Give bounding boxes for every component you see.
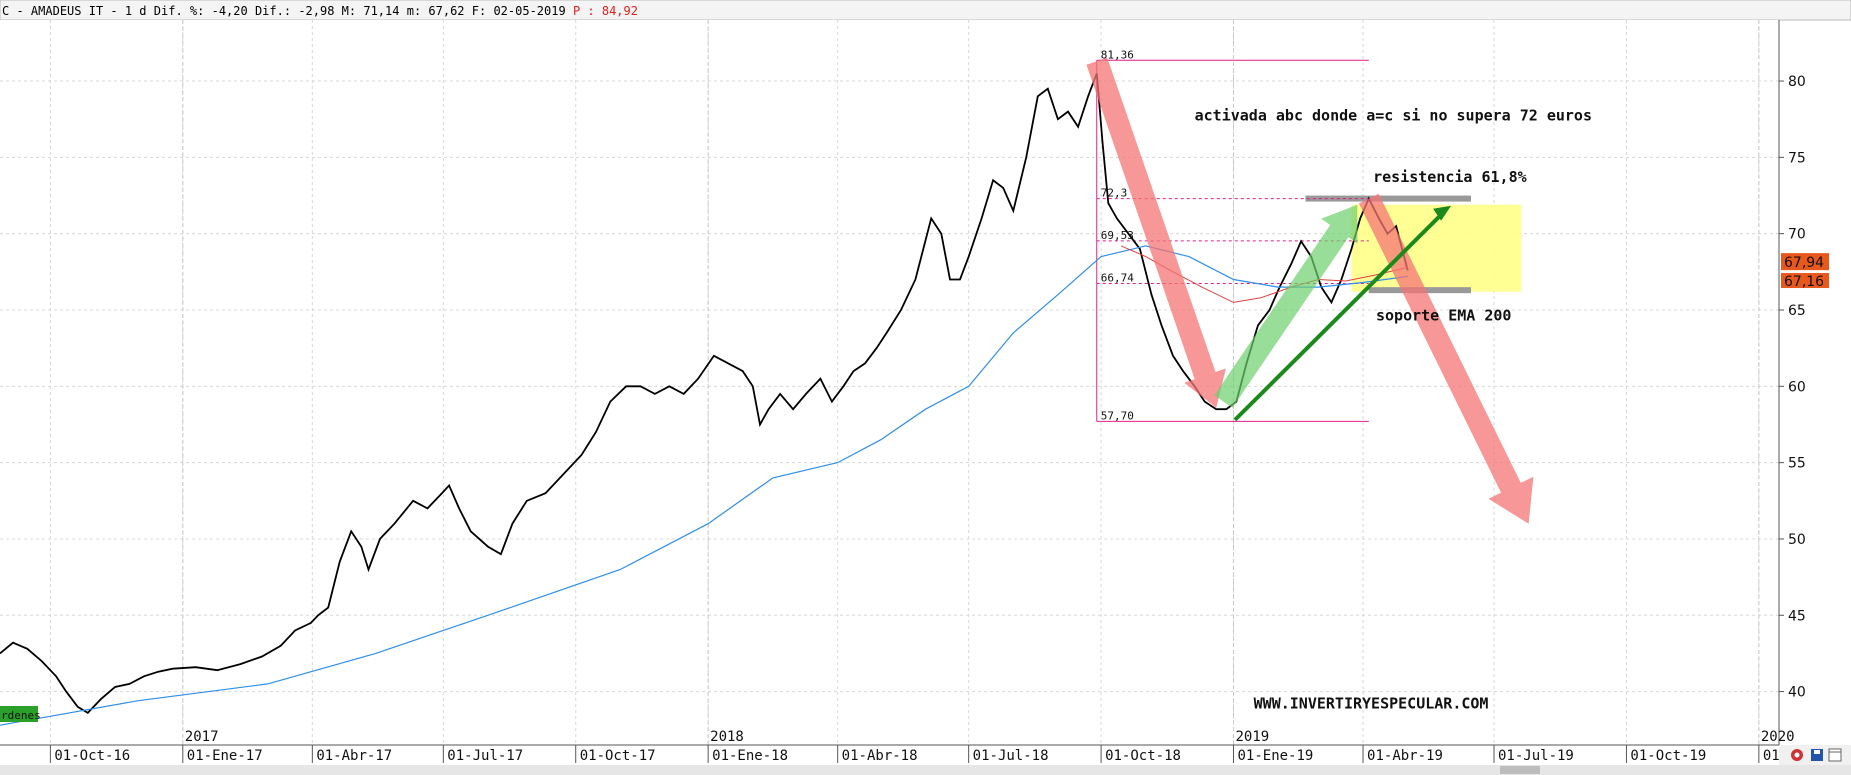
year-label: 2017 — [185, 729, 219, 745]
year-label: 2019 — [1235, 729, 1269, 745]
ema-value: 67,16 — [1784, 274, 1824, 290]
save-icon[interactable] — [1811, 749, 1823, 761]
fib-label: 57,70 — [1101, 409, 1134, 422]
y-tick-label: 50 — [1788, 532, 1806, 548]
y-tick-label: 80 — [1788, 74, 1806, 90]
ema-value-badge: 67,16 — [1781, 273, 1829, 290]
year-label: 2018 — [710, 729, 744, 745]
red-arrow-projection — [1358, 193, 1534, 524]
header-date: 02-05-2019 — [493, 4, 565, 18]
chart-header: C - AMADEUS IT - 1 d Dif. %: -4,20 Dif.:… — [0, 0, 1851, 21]
x-tick-label: 01-Abr-19 — [1367, 748, 1443, 764]
price-line — [0, 73, 1409, 715]
trendline-head — [1433, 205, 1452, 221]
resistance-bar — [1305, 195, 1471, 202]
x-tick-label: 01-Oct-17 — [580, 748, 656, 764]
orders-badge[interactable]: rdenes — [0, 706, 41, 722]
x-tick-label: 01-Abr-17 — [316, 748, 392, 764]
x-tick-label: 01-Abr-18 — [842, 748, 918, 764]
x-tick-label: 01-Ene-17 — [187, 748, 263, 764]
fib-label: 69,53 — [1101, 229, 1134, 242]
fib-label: 66,74 — [1101, 271, 1134, 284]
ema200-line — [0, 245, 1408, 726]
y-tick-label: 75 — [1788, 150, 1806, 166]
year-labels: 2017 2018 2019 2020 — [185, 729, 1795, 745]
fib-label: 72,3 — [1101, 187, 1128, 200]
orders-label: rdenes — [1, 709, 41, 722]
svg-text:C - AMADEUS IT: C - AMADEUS IT - 1 d Dif. %: -4,20 Dif.:… — [2, 4, 638, 18]
header-min-label: m: — [407, 4, 421, 18]
annotation-arrows — [1086, 57, 1534, 524]
header-dif-pct-label: Dif. %: — [154, 4, 205, 18]
green-arrow-up — [1214, 204, 1358, 408]
y-tick-label: 45 — [1788, 608, 1806, 624]
y-tick-label: 65 — [1788, 303, 1806, 319]
trendline — [1233, 209, 1447, 422]
year-label: 2020 — [1761, 729, 1795, 745]
fib-label: 81,36 — [1101, 48, 1134, 61]
header-p-label: P : — [573, 4, 595, 18]
header-max-label: M: — [342, 4, 356, 18]
red-arrow-down — [1086, 57, 1226, 408]
x-axis-ticks: 01-Oct-16 01-Ene-17 01-Abr-17 01-Jul-17 01-O… — [49, 745, 1830, 764]
x-tick-label: 01-Jul-17 — [447, 748, 523, 764]
x-tick-label: 01-Oct-16 — [54, 748, 130, 764]
y-tick-label: 60 — [1788, 379, 1806, 395]
annotation-resistance: resistencia 61,8% — [1373, 168, 1527, 186]
bottom-toolbar — [1779, 745, 1851, 765]
header-date-label: F: — [472, 4, 486, 18]
header-min: 67,62 — [428, 4, 464, 18]
annotation-support: soporte EMA 200 — [1376, 307, 1511, 325]
x-tick-label: 01-Ene-19 — [1237, 748, 1313, 764]
y-tick-label: 55 — [1788, 456, 1806, 472]
header-instrument: AMADEUS IT — [31, 4, 103, 18]
x-tick-label: 01-Ene-18 — [712, 748, 788, 764]
x-tick-label: 01-Oct-18 — [1105, 748, 1181, 764]
y-axis-ticks: 40 45 50 55 60 65 70 75 80 — [1779, 74, 1806, 701]
scrollbar-thumb[interactable] — [1500, 766, 1540, 774]
y-tick-label: 70 — [1788, 227, 1806, 243]
x-tick-label: 01-Oct-19 — [1630, 748, 1706, 764]
window-icon[interactable] — [1828, 748, 1842, 762]
x-tick-label: 01-Jul-18 — [973, 748, 1049, 764]
header-dif-label: Dif.: — [255, 4, 291, 18]
header-dif-pct: -4,20 — [212, 4, 248, 18]
y-tick-label: 40 — [1788, 685, 1806, 701]
plot-area — [0, 20, 1779, 745]
settings-icon[interactable] — [1791, 749, 1803, 761]
last-price-badge: 67,94 — [1781, 253, 1829, 271]
header-timeframe: 1 d — [125, 4, 147, 18]
header-dif: -2,98 — [298, 4, 334, 18]
annotation-abc: activada abc donde a=c si no supera 72 e… — [1195, 107, 1592, 125]
last-price-value: 67,94 — [1784, 255, 1824, 271]
horizontal-scrollbar[interactable] — [0, 765, 1851, 775]
header-max: 71,14 — [363, 4, 399, 18]
annotation-website: WWW.INVERTIRYESPECULAR.COM — [1254, 694, 1489, 712]
x-tick-label: 01-Jul-19 — [1498, 748, 1574, 764]
header-prefix: C — [2, 4, 9, 18]
header-p-value: 84,92 — [602, 4, 638, 18]
